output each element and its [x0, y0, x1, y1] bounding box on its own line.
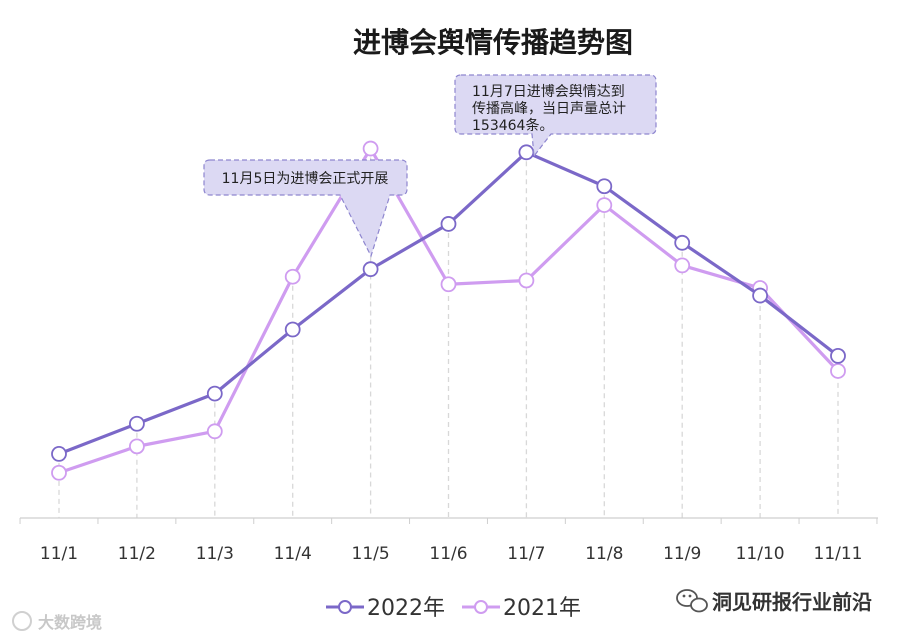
- x-tick-labels: 11/1 11/2 11/3 11/4 11/5 11/6 11/7 11/8 11/9 11/1…: [40, 544, 863, 564]
- annotation-2-box: [454, 74, 657, 158]
- data-point-2022年-11/10: [752, 287, 768, 304]
- x-tick-label-8: 11/9: [663, 544, 701, 564]
- watermark-logo-icon: [12, 611, 32, 631]
- data-point-2021年-11/2: [128, 438, 145, 455]
- data-point-2021年-11/3: [206, 423, 223, 440]
- data-point-2021年-11/1: [51, 464, 67, 481]
- data-point-2021年-11/7: [518, 272, 535, 289]
- x-tick-label-1: 11/2: [118, 544, 156, 564]
- annotation-1-box: [203, 159, 408, 258]
- data-point-2021年-11/4: [284, 268, 301, 285]
- data-point-2022年-11/5: [362, 261, 379, 278]
- data-point-2022年-11/7: [518, 144, 535, 161]
- data-point-2022年-11/11: [830, 347, 846, 364]
- annotation-2: 11月7日进博会舆情达到 传播高峰，当日声量总计 153464条。: [454, 74, 657, 158]
- data-point-2022年-11/4: [284, 321, 301, 338]
- data-point-2021年-11/6: [440, 276, 457, 293]
- data-point-2022年-11/8: [596, 178, 613, 195]
- annotation-1: 11月5日为进博会正式开展: [203, 159, 408, 258]
- annotation-2-line-3: 153464条。: [472, 117, 553, 134]
- wechat-icon: [676, 589, 708, 613]
- legend-2022-label: 2022年: [367, 596, 445, 621]
- x-tick-label-4: 11/5: [352, 544, 390, 564]
- footer-account-name: 洞见研报行业前沿: [712, 590, 872, 614]
- x-tick-label-3: 11/4: [274, 544, 312, 564]
- data-point-2021年-11/8: [596, 197, 613, 213]
- x-ticks: [19, 518, 878, 524]
- x-tick-label-7: 11/8: [585, 544, 623, 564]
- x-tick-label-10: 11/11: [814, 544, 863, 564]
- legend-2021-marker: [474, 600, 488, 614]
- annotation-1-text: 11月5日为进博会正式开展: [222, 170, 389, 187]
- annotation-2-line-2: 传播高峰，当日声量总计: [472, 100, 626, 117]
- data-point-2021年-11/11: [830, 363, 846, 379]
- watermark: 大数跨境: [12, 611, 102, 632]
- legend-2021-label: 2021年: [503, 596, 581, 621]
- data-point-2022年-11/2: [128, 415, 145, 432]
- x-tick-label-5: 11/6: [429, 544, 467, 564]
- series-layer: [51, 140, 846, 481]
- data-point-2022年-11/6: [440, 216, 457, 232]
- x-tick-label-0: 11/1: [40, 544, 78, 564]
- data-point-2022年-11/3: [206, 385, 223, 402]
- data-point-2021年-11/9: [674, 257, 691, 274]
- legend: 2022年 2021年: [326, 596, 581, 621]
- x-tick-label-9: 11/10: [736, 544, 785, 564]
- drop-lines: [58, 148, 839, 518]
- chart-title: 进博会舆情传播趋势图: [353, 26, 633, 59]
- annotation-2-line-1: 11月7日进博会舆情达到: [472, 83, 625, 100]
- data-point-2022年-11/1: [51, 446, 67, 462]
- x-tick-label-2: 11/3: [196, 544, 234, 564]
- watermark-text: 大数跨境: [38, 613, 102, 632]
- data-point-2021年-11/5: [362, 140, 379, 157]
- x-tick-label-6: 11/7: [507, 544, 545, 564]
- legend-2022-marker: [338, 600, 352, 614]
- data-point-2022年-11/9: [674, 234, 691, 251]
